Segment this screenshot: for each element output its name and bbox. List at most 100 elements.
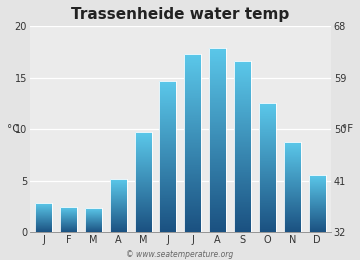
- Bar: [209, 172, 226, 173]
- Bar: [284, 212, 301, 213]
- Bar: [135, 197, 152, 198]
- Bar: [234, 115, 251, 116]
- Bar: [184, 172, 201, 173]
- Bar: [209, 178, 226, 179]
- Bar: [209, 185, 226, 186]
- Bar: [209, 89, 226, 90]
- Bar: [259, 178, 276, 179]
- Bar: [209, 109, 226, 110]
- Bar: [209, 115, 226, 116]
- Bar: [234, 81, 251, 82]
- Bar: [209, 231, 226, 232]
- Bar: [159, 189, 176, 190]
- Bar: [209, 93, 226, 94]
- Bar: [209, 94, 226, 95]
- Bar: [234, 77, 251, 78]
- Bar: [110, 179, 127, 232]
- Bar: [234, 203, 251, 204]
- Bar: [209, 91, 226, 92]
- Bar: [234, 185, 251, 186]
- Bar: [284, 190, 301, 191]
- Bar: [110, 213, 127, 214]
- Bar: [259, 217, 276, 218]
- Bar: [209, 165, 226, 166]
- Bar: [259, 111, 276, 112]
- Bar: [234, 63, 251, 64]
- Bar: [184, 54, 201, 232]
- Bar: [159, 127, 176, 128]
- Bar: [309, 195, 326, 196]
- Bar: [159, 192, 176, 193]
- Bar: [209, 127, 226, 128]
- Bar: [209, 152, 226, 153]
- Bar: [184, 179, 201, 180]
- Bar: [234, 144, 251, 145]
- Bar: [284, 185, 301, 186]
- Bar: [209, 75, 226, 76]
- Bar: [259, 204, 276, 205]
- Bar: [234, 231, 251, 232]
- Bar: [234, 218, 251, 219]
- Bar: [209, 182, 226, 183]
- Bar: [209, 57, 226, 58]
- Bar: [209, 90, 226, 91]
- Bar: [259, 191, 276, 192]
- Bar: [209, 163, 226, 164]
- Bar: [234, 177, 251, 178]
- Bar: [159, 118, 176, 119]
- Bar: [234, 66, 251, 67]
- Bar: [135, 178, 152, 179]
- Bar: [135, 163, 152, 164]
- Bar: [234, 147, 251, 148]
- Bar: [159, 168, 176, 169]
- Bar: [284, 225, 301, 226]
- Bar: [259, 108, 276, 109]
- Bar: [110, 198, 127, 199]
- Bar: [309, 229, 326, 230]
- Bar: [135, 219, 152, 220]
- Bar: [284, 224, 301, 225]
- Bar: [234, 106, 251, 107]
- Bar: [135, 174, 152, 175]
- Bar: [284, 168, 301, 169]
- Bar: [234, 148, 251, 149]
- Bar: [159, 116, 176, 117]
- Bar: [184, 68, 201, 69]
- Bar: [184, 151, 201, 152]
- Bar: [184, 132, 201, 133]
- Bar: [159, 109, 176, 110]
- Bar: [184, 146, 201, 147]
- Bar: [209, 118, 226, 119]
- Bar: [234, 158, 251, 159]
- Bar: [259, 103, 276, 104]
- Bar: [135, 136, 152, 137]
- Bar: [135, 156, 152, 157]
- Bar: [184, 188, 201, 189]
- Bar: [309, 178, 326, 179]
- Bar: [259, 189, 276, 190]
- Bar: [135, 183, 152, 184]
- Bar: [284, 173, 301, 174]
- Bar: [159, 101, 176, 102]
- Bar: [259, 154, 276, 155]
- Bar: [184, 205, 201, 206]
- Bar: [209, 161, 226, 162]
- Bar: [184, 89, 201, 90]
- Bar: [259, 159, 276, 160]
- Bar: [234, 82, 251, 83]
- Bar: [184, 103, 201, 104]
- Bar: [284, 184, 301, 185]
- Bar: [259, 221, 276, 222]
- Bar: [284, 211, 301, 212]
- Bar: [234, 70, 251, 71]
- Bar: [309, 185, 326, 186]
- Bar: [184, 139, 201, 140]
- Bar: [284, 220, 301, 221]
- Bar: [159, 145, 176, 146]
- Bar: [234, 206, 251, 207]
- Bar: [135, 144, 152, 145]
- Bar: [284, 144, 301, 145]
- Bar: [259, 220, 276, 221]
- Bar: [209, 62, 226, 63]
- Bar: [284, 204, 301, 205]
